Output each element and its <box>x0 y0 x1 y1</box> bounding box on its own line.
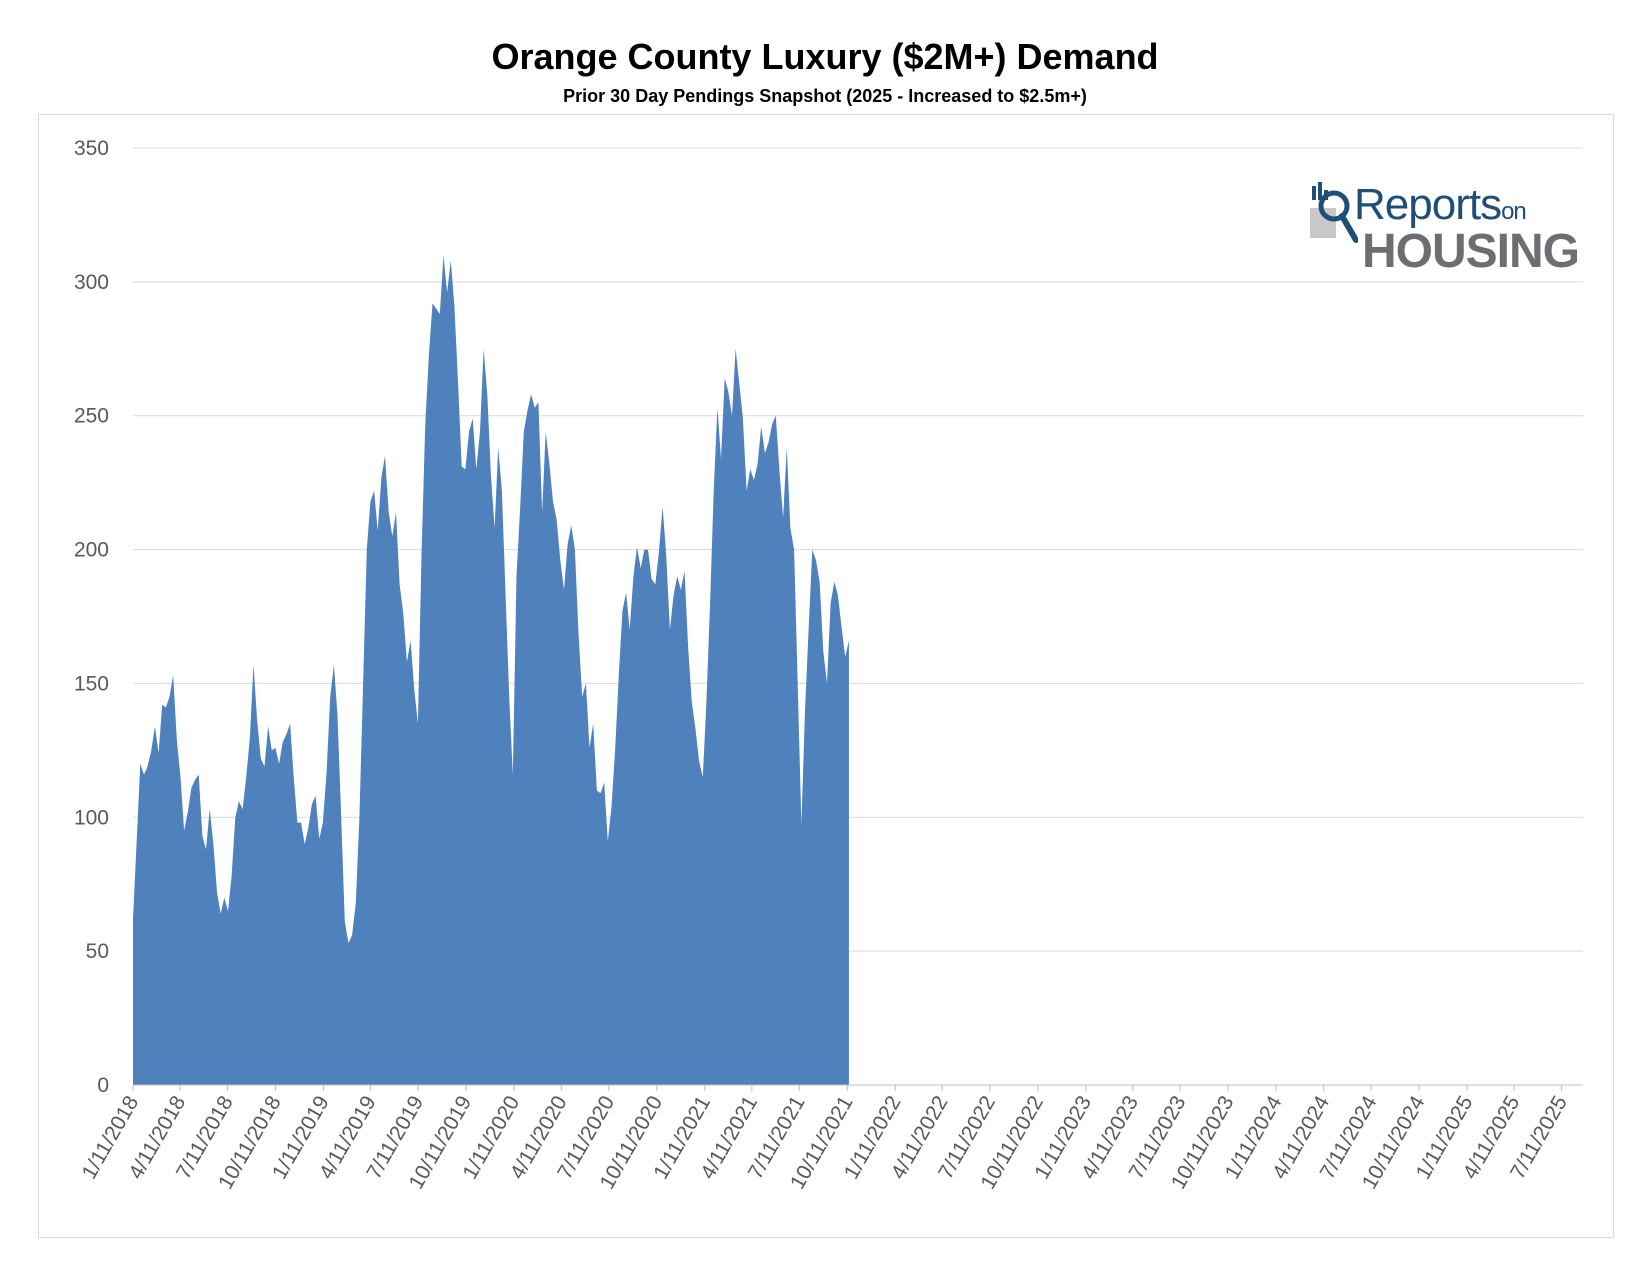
area-series <box>133 255 849 1086</box>
logo-text-on: on <box>1501 198 1527 225</box>
x-axis: 1/11/20184/11/20187/11/201810/11/20181/1… <box>77 1084 1583 1193</box>
y-tick-label: 0 <box>97 1074 109 1097</box>
logo-text-reports: Reports <box>1354 180 1502 229</box>
reports-on-housing-logo: Reportson HOUSING <box>1310 180 1590 280</box>
magnifier-bar-chart-icon <box>1310 182 1358 243</box>
area-series-fill <box>133 255 849 1086</box>
y-tick-label: 100 <box>74 806 109 829</box>
chart-title: Orange County Luxury ($2M+) Demand <box>491 36 1159 77</box>
y-axis-tick-labels: 0 50 100 150 200 250 300 350 <box>74 137 109 1097</box>
y-tick-label: 300 <box>74 271 109 294</box>
chart-subtitle: Prior 30 Day Pendings Snapshot (2025 - I… <box>563 86 1087 106</box>
y-tick-label: 350 <box>74 137 109 160</box>
y-tick-label: 200 <box>74 539 109 562</box>
logo-text-housing: HOUSING <box>1362 225 1580 278</box>
y-tick-label: 50 <box>86 940 109 963</box>
y-tick-label: 250 <box>74 405 109 428</box>
logo-text-reports-on: Reportson <box>1354 180 1527 230</box>
y-tick-label: 150 <box>74 672 109 695</box>
chart-frame <box>38 114 1614 1238</box>
